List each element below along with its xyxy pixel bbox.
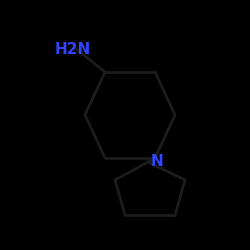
Text: N: N xyxy=(150,154,163,170)
Text: H2N: H2N xyxy=(55,42,91,58)
